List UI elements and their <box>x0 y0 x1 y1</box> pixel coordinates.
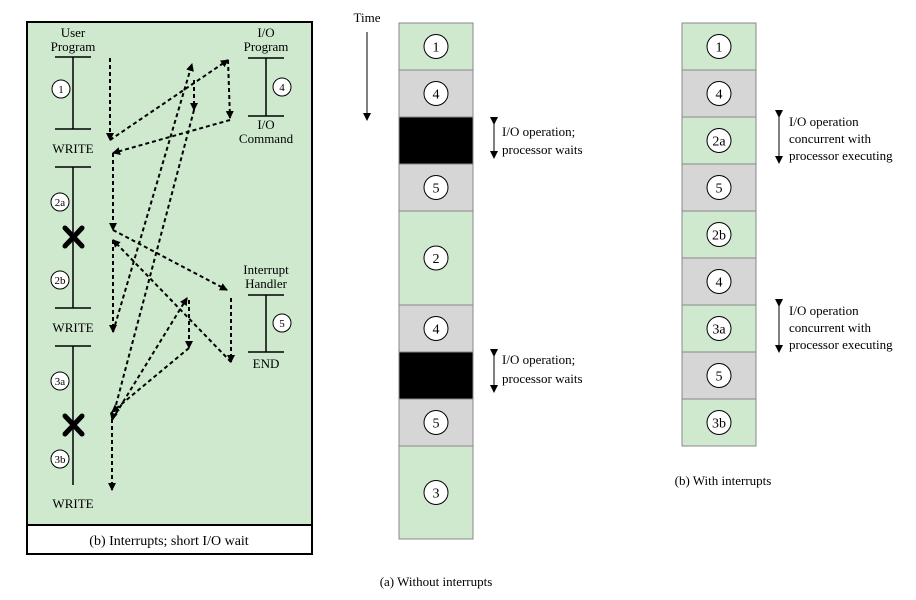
annotation-b2-line2: concurrent with <box>789 320 871 335</box>
timeline-b-label-9: 3b <box>712 417 726 432</box>
program-flow-panel <box>26 21 313 526</box>
timeline-b-label-8: 5 <box>716 370 723 385</box>
timeline-a-block-7 <box>398 351 474 400</box>
end-label: END <box>253 356 280 371</box>
segment-number-3b: 3b <box>55 454 67 466</box>
annotation-b2-line1: I/O operation <box>789 303 859 318</box>
handler-number: 5 <box>279 318 285 330</box>
timeline-a-badge-9 <box>423 480 449 505</box>
timeline-a-label-1: 1 <box>433 41 440 56</box>
interrupt-handler-label: Interrupt <box>243 262 289 277</box>
timeline-a-label-6: 4 <box>433 323 440 338</box>
timeline-a-label-8: 5 <box>433 417 440 432</box>
io-program-label-2: Program <box>244 39 289 54</box>
timeline-a-badge-5 <box>423 245 449 271</box>
annotation-a2-line1: I/O operation; <box>502 352 575 367</box>
interrupt-x-icon <box>62 225 85 249</box>
timeline-a-badge-4 <box>423 175 449 200</box>
segment-number-1: 1 <box>58 84 64 96</box>
program-flow-caption-box <box>26 524 313 555</box>
timeline-b-annotation-1: I/O operation concurrent with processor … <box>775 110 893 164</box>
timeline-a-label-2: 4 <box>433 88 440 103</box>
annotation-a1-line1: I/O operation; <box>502 124 575 139</box>
timeline-b-label-6: 4 <box>716 276 723 291</box>
segment-badges: 1 2a 2b 3a 3b 4 5 <box>50 77 292 469</box>
timeline-a-label-4: 5 <box>433 182 440 197</box>
interrupt-x-icon <box>62 413 85 437</box>
timeline-b-badge-7 <box>706 316 732 341</box>
timeline-b-label-7: 3a <box>712 323 726 338</box>
timeline-b-label-5: 2b <box>712 229 726 244</box>
timeline-b-label-1: 1 <box>716 41 723 56</box>
timeline-with-interrupts: 1 4 2a 5 2b 4 3a 5 3b <box>681 22 757 447</box>
time-label: Time <box>354 10 381 25</box>
program-flow-caption: (b) Interrupts; short I/O wait <box>89 534 249 549</box>
timeline-b-badge-9 <box>706 410 732 435</box>
timeline-a-block-3 <box>398 116 474 165</box>
timeline-a-annotation-1: I/O operation; processor waits <box>490 117 583 159</box>
timeline-a-badge-8 <box>423 410 449 435</box>
timeline-b-badge-8 <box>706 363 732 388</box>
timeline-b-label-4: 5 <box>716 182 723 197</box>
timeline-b-label-2: 4 <box>716 88 723 103</box>
annotation-b1-line1: I/O operation <box>789 114 859 129</box>
user-program-label: User <box>61 25 86 40</box>
timeline-b-badge-3 <box>706 128 732 153</box>
user-program-segments <box>55 56 284 485</box>
timeline-a-label-5: 2 <box>433 252 440 267</box>
user-program-label-2: Program <box>51 39 96 54</box>
timeline-a-badge-6 <box>423 316 449 341</box>
timeline-b-caption: (b) With interrupts <box>675 473 772 488</box>
timeline-without-interrupts: 1 4 5 2 4 5 3 <box>398 22 474 540</box>
timeline-a-annotation-2: I/O operation; processor waits <box>490 349 583 393</box>
timeline-b-label-3: 2a <box>712 135 726 150</box>
timeline-b-badge-2 <box>706 81 732 106</box>
interrupt-handler-label-2: Handler <box>245 276 288 291</box>
annotation-a2-line2: processor waits <box>502 371 583 386</box>
annotation-b1-line2: concurrent with <box>789 131 871 146</box>
annotation-b1-line3: processor executing <box>789 148 893 163</box>
timeline-b-badge-1 <box>706 34 732 59</box>
io-program-label: I/O <box>257 25 274 40</box>
annotation-b2-line3: processor executing <box>789 337 893 352</box>
timeline-b-badge-6 <box>706 269 732 294</box>
control-flow-arrows <box>106 58 235 491</box>
segment-number-3a: 3a <box>55 376 66 388</box>
timeline-a-badge-1 <box>423 34 449 59</box>
write-label-3: WRITE <box>52 496 93 511</box>
segment-number-2a: 2a <box>55 197 66 209</box>
segment-number-2b: 2b <box>55 275 67 287</box>
timeline-a-caption: (a) Without interrupts <box>380 574 493 589</box>
write-label-1: WRITE <box>52 141 93 156</box>
io-command-label: I/O <box>257 117 274 132</box>
write-label-2: WRITE <box>52 320 93 335</box>
timeline-a-label-9: 3 <box>433 487 440 502</box>
timeline-b-annotation-2: I/O operation concurrent with processor … <box>775 299 893 353</box>
io-command-label-2: Command <box>239 131 294 146</box>
timeline-b-badge-4 <box>706 175 732 200</box>
timeline-a-badge-2 <box>423 81 449 106</box>
annotation-a1-line2: processor waits <box>502 142 583 157</box>
io-program-number: 4 <box>279 82 285 94</box>
timeline-b-badge-5 <box>706 222 732 247</box>
